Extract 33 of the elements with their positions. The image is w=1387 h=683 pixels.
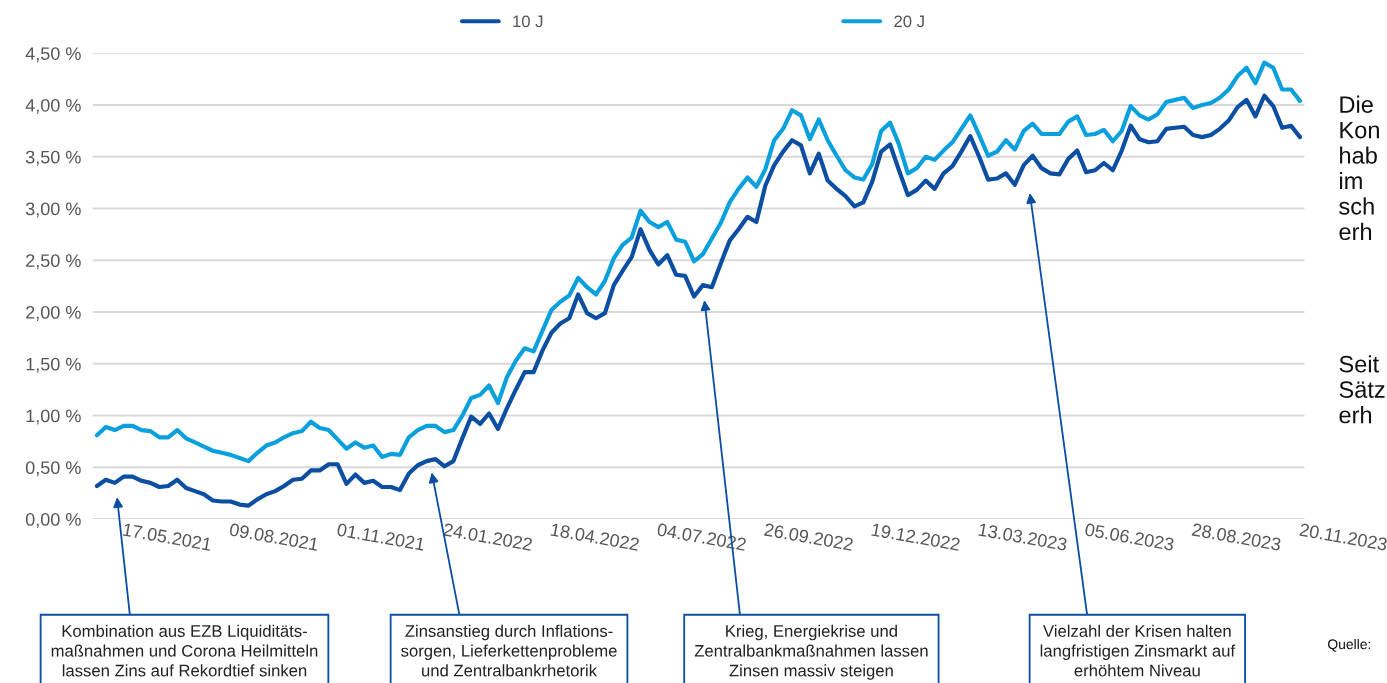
y-tick-label: 2,00 % <box>26 305 81 321</box>
x-tick-label: 01.11.2021 <box>336 523 426 551</box>
y-tick-label: 1,00 % <box>26 409 81 425</box>
annotation: Seit Sätz erh <box>1339 355 1385 424</box>
x-tick-label: 05.06.2023 <box>1084 522 1175 551</box>
y-tick-label: 1,50 % <box>26 357 81 373</box>
y-tick-label: 3,50 % <box>25 150 81 166</box>
legend-label: 20 J <box>894 15 924 28</box>
y-tick-label: 4,50 % <box>25 47 81 63</box>
x-tick-label: 09.08.2021 <box>229 522 319 551</box>
x-tick-label: 24.01.2022 <box>443 522 533 551</box>
y-tick-label: 3,00 % <box>25 202 81 218</box>
source-note: Quelle: <box>1328 638 1371 652</box>
line-series <box>94 93 1303 508</box>
text: Krieg, Energiekrise und Zentralbankmaßnahmen lassen Zinsen massiv steigen <box>694 624 928 680</box>
y-tick-label: 2,50 % <box>26 254 81 270</box>
legend-label: 10 J <box>513 15 543 28</box>
x-tick-label: 26.09.2022 <box>763 522 854 551</box>
y-tick-label: 0,50 % <box>25 461 81 477</box>
y-tick-label: 4,00 % <box>25 98 81 114</box>
y-tick-label: 0,00 % <box>25 513 81 528</box>
text: Vielzahl der Krisen halten langfristigen Zinsmarkt auf erhöhtem Niveau <box>1040 624 1236 677</box>
text: Kombination aus EZB Liquiditäts- maßnahmen und Corona Heilmitteln lassen Zins auf Rekordtief sinken <box>51 624 318 677</box>
text: Zinsanstieg durch Inflations- sorgen, Lieferkettenprobleme und Zentralbankrhetorik <box>401 624 617 677</box>
x-tick-label: 17.05.2021 <box>122 523 212 551</box>
x-tick-label: 04.07.2022 <box>656 522 747 551</box>
line-series <box>94 60 1303 464</box>
x-tick-label: 19.12.2022 <box>871 523 961 551</box>
x-tick-label: 28.08.2023 <box>1191 522 1282 551</box>
x-tick-label: 13.03.2023 <box>978 523 1068 551</box>
x-tick-label: 18.04.2022 <box>550 523 640 551</box>
annotation: Die Kon hab im sch erh <box>1339 95 1379 241</box>
x-tick-label: 20.11.2023 <box>1299 523 1387 551</box>
